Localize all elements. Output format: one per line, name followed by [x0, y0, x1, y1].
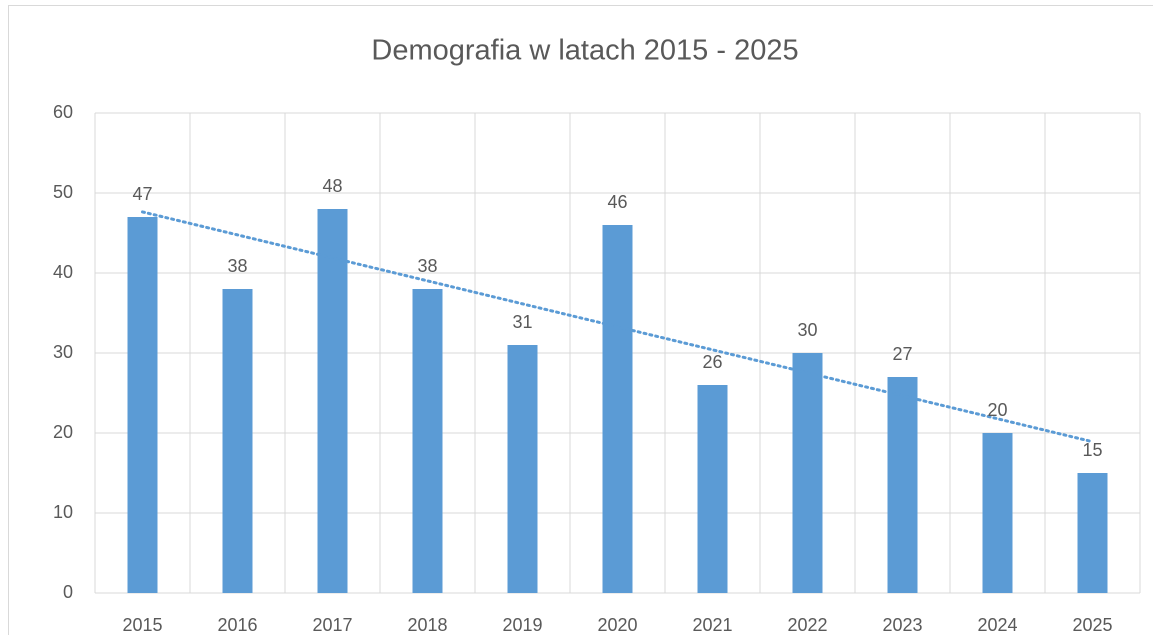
y-tick-label: 60: [53, 102, 73, 122]
y-tick-label: 30: [53, 342, 73, 362]
bar: [887, 377, 918, 593]
bar: [792, 353, 823, 593]
data-label: 46: [607, 192, 627, 212]
data-label: 38: [227, 256, 247, 276]
bar: [507, 345, 538, 593]
y-tick-label: 40: [53, 262, 73, 282]
bar: [1077, 473, 1108, 593]
data-label: 47: [132, 184, 152, 204]
chart-title: Demografia w latach 2015 - 2025: [371, 35, 798, 67]
data-label: 26: [702, 352, 722, 372]
x-tick-label: 2022: [787, 615, 827, 635]
x-tick-label: 2023: [882, 615, 922, 635]
trendline: [141, 210, 1094, 444]
x-tick-label: 2016: [217, 615, 257, 635]
x-tick-label: 2015: [122, 615, 162, 635]
data-label: 15: [1082, 440, 1102, 460]
x-tick-label: 2020: [597, 615, 637, 635]
bar: [127, 217, 158, 593]
data-label: 48: [322, 176, 342, 196]
x-tick-label: 2024: [977, 615, 1017, 635]
x-tick-label: 2019: [502, 615, 542, 635]
chart-border: [8, 5, 1153, 635]
y-tick-label: 0: [63, 582, 73, 602]
bar: [222, 289, 253, 593]
bar: [602, 225, 633, 593]
x-tick-label: 2018: [407, 615, 447, 635]
data-label: 31: [512, 312, 532, 332]
data-label: 38: [417, 256, 437, 276]
bar: [317, 209, 348, 593]
bar: [697, 385, 728, 593]
data-label: 27: [892, 344, 912, 364]
bar: [982, 433, 1013, 593]
y-tick-label: 50: [53, 182, 73, 202]
x-tick-label: 2025: [1072, 615, 1112, 635]
bar: [412, 289, 443, 593]
x-tick-label: 2021: [692, 615, 732, 635]
x-tick-label: 2017: [312, 615, 352, 635]
y-tick-label: 10: [53, 502, 73, 522]
data-label: 30: [797, 320, 817, 340]
y-tick-label: 20: [53, 422, 73, 442]
data-label: 20: [987, 400, 1007, 420]
